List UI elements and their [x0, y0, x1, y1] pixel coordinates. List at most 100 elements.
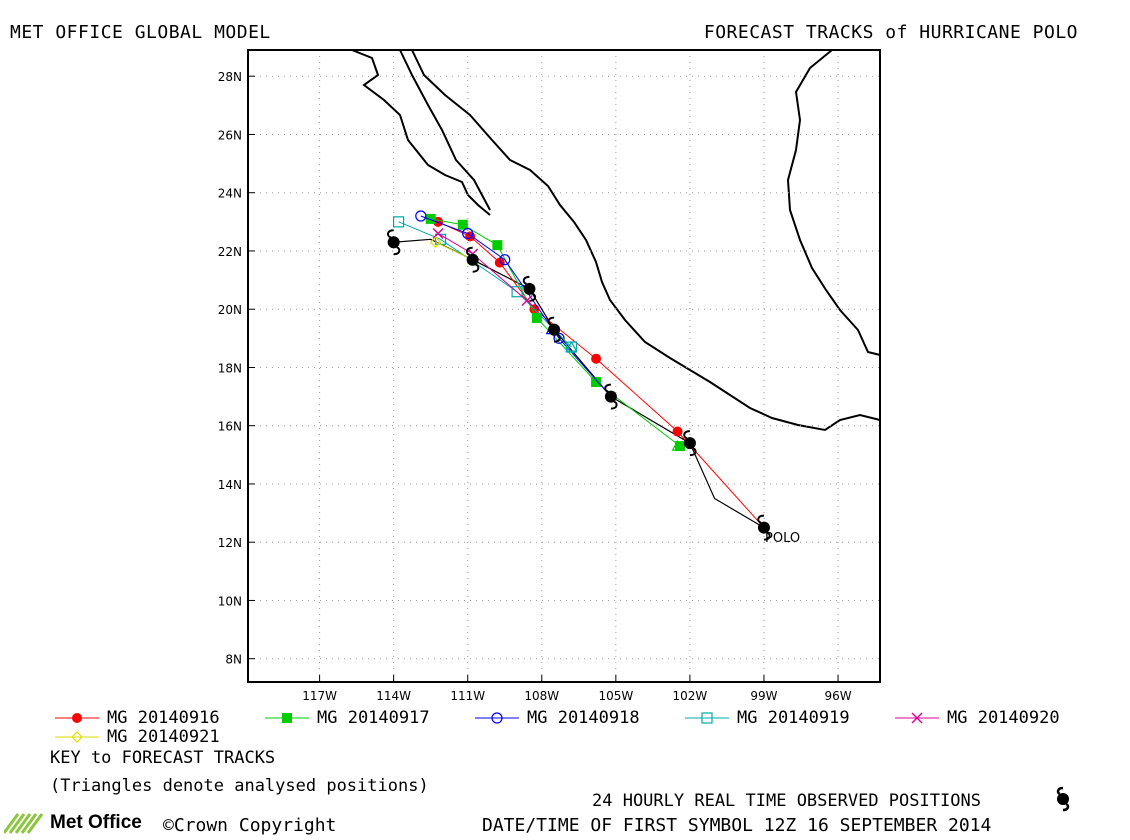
observed-positions-label: 24 HOURLY REAL TIME OBSERVED POSITIONS [592, 791, 981, 811]
hurricane-eye [466, 253, 479, 266]
legend-label: MG 20140920 [947, 708, 1060, 728]
map-frame [247, 49, 881, 683]
met-office-logo-icon [4, 813, 44, 834]
hurricane-arm [604, 383, 611, 393]
legend-swatch [55, 731, 99, 743]
legend-item: MG 20140919 [685, 708, 850, 728]
hurricane-eye [683, 437, 696, 450]
lat-tick-label: 18N [218, 361, 242, 375]
track-point [591, 353, 602, 364]
hurricane-arm [554, 333, 561, 343]
hurricane-icon [547, 316, 561, 343]
forecast-track-line [398, 221, 572, 348]
met-office-logo: Met Office [4, 812, 142, 834]
track-point [72, 713, 82, 723]
copyright-text: ©Crown Copyright [163, 815, 337, 836]
first-symbol-label: DATE/TIME OF FIRST SYMBOL 12Z 16 SEPTEMB… [482, 815, 992, 836]
lat-tick-label: 10N [218, 594, 242, 608]
hurricane-icon [387, 229, 401, 256]
lat-tick-label: 14N [218, 478, 242, 492]
hurricane-icon [466, 246, 480, 273]
track-point [494, 257, 505, 268]
legend-item: MG 20140918 [475, 708, 640, 728]
hurricane-arm [757, 514, 765, 524]
hurricane-arm [683, 430, 690, 440]
forecast-track [432, 227, 533, 306]
legend-item: MG 20140916 [55, 708, 220, 728]
lat-tick-label: 20N [218, 303, 242, 317]
hurricane-symbol-icon [1056, 786, 1070, 812]
track-point [531, 312, 542, 323]
track-point [491, 712, 503, 724]
legend-key-title: KEY to FORECAST TRACKS [50, 748, 276, 768]
lat-tick-label: 12N [218, 536, 242, 550]
lon-tick-label: 108W [524, 689, 559, 700]
lon-tick-label: 114W [376, 689, 411, 700]
hurricane-arm [472, 263, 480, 273]
legend-swatch [55, 713, 99, 723]
track-point [701, 712, 713, 724]
hurricane-arm [763, 531, 771, 541]
track-point [415, 210, 427, 222]
lon-tick-label: 96W [824, 689, 851, 700]
latitude-axis: 28N 26N 24N 22N 20N 18N 16N 14N 12N 10N 8N [218, 70, 255, 667]
storm-name-label: POLO [765, 531, 800, 546]
hurricane-arm [522, 275, 530, 285]
analysed-triangle [565, 340, 578, 352]
legend-label: MG 20140916 [107, 708, 220, 728]
longitude-axis: 117W 114W 111W 108W 105W 102W 99W 96W [302, 675, 852, 700]
track-point [521, 294, 533, 306]
analysed-triangle [671, 439, 684, 451]
hurricane-icon [604, 383, 618, 410]
track-point [429, 236, 442, 249]
legend-item: MG 20140921 [55, 727, 220, 747]
hurricane-arm [689, 447, 697, 457]
lat-tick-label: 22N [218, 245, 242, 259]
forecast-track-line [435, 241, 473, 261]
forecast-tracks [392, 210, 765, 528]
legend-swatch [475, 712, 519, 724]
met-office-logo-text: Met Office [50, 812, 142, 833]
legend-label: MG 20140921 [107, 727, 220, 747]
lon-tick-label: 111W [450, 689, 485, 700]
track-point [553, 332, 565, 344]
track-point [432, 227, 444, 239]
legend-swatch [685, 712, 729, 724]
lat-tick-label: 8N [225, 653, 242, 667]
hurricane-arm [393, 246, 401, 256]
legend-item: MG 20140917 [265, 708, 430, 728]
track-point [282, 713, 292, 723]
track-point [71, 731, 83, 743]
hurricane-icon [522, 275, 537, 302]
track-point [672, 426, 683, 437]
hurricane-eye [604, 390, 617, 403]
hurricane-eye [757, 521, 770, 534]
legend-swatch [895, 712, 939, 724]
legend-label: MG 20140917 [317, 708, 430, 728]
lon-tick-label: 102W [673, 689, 708, 700]
legend-label: MG 20140919 [737, 708, 850, 728]
hurricane-eye [387, 236, 400, 249]
forecast-track-line [420, 215, 612, 397]
forecast-track-map: 28N 26N 24N 22N 20N 18N 16N 14N 12N 10N 8N 117W 114… [218, 49, 881, 700]
hurricane-arm [387, 229, 394, 239]
forecast-track [433, 216, 765, 528]
lon-tick-label: 99W [750, 689, 777, 700]
track-point [492, 240, 503, 251]
hurricane-arm [547, 316, 555, 326]
lon-tick-label: 117W [302, 689, 337, 700]
track-point [511, 286, 523, 298]
hurricane-icon [683, 430, 697, 457]
legend-label: MG 20140918 [527, 708, 640, 728]
hurricane-arm [529, 292, 537, 302]
header-left-title: MET OFFICE GLOBAL MODEL [10, 22, 271, 43]
track-point [425, 213, 436, 224]
hurricane-eye [523, 282, 536, 295]
lat-tick-label: 28N [218, 70, 242, 84]
track-point [457, 219, 468, 230]
header-right-title: FORECAST TRACKS of HURRICANE POLO [703, 22, 1078, 43]
map-grid [248, 50, 880, 682]
track-point [591, 377, 602, 388]
lat-tick-label: 26N [218, 128, 242, 142]
legend-item: MG 20140920 [895, 708, 1060, 728]
